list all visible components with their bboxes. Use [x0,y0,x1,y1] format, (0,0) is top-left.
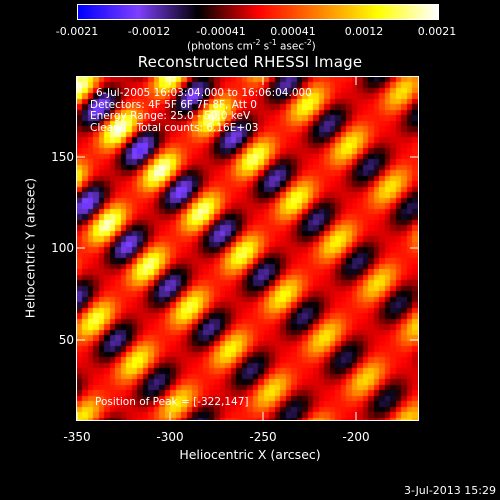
colorbar-tick-label: 0.0021 [417,25,457,38]
footer-timestamp: 3-Jul-2013 15:29 [403,484,496,497]
info-clean-counts: Clean Total counts: 6.16E+03 [90,121,259,134]
colorbar-tick-label: -0.0012 [127,25,171,38]
info-detectors: Detectors: 4F 5F 6F 7F 8F, Att 0 [90,98,257,111]
x-tick-label: -250 [249,430,277,444]
colorbar-tick-label: -0.0021 [55,25,99,38]
y-tick-label: 50 [58,333,74,347]
y-axis-label: Heliocentric Y (arcsec) [22,177,38,319]
x-tick-label: -200 [342,430,370,444]
x-tick-label: -350 [63,430,91,444]
colorbar-tick-label: 0.0012 [344,25,384,38]
colorbar-tick-label: 0.00041 [270,25,316,38]
info-energy-range: Energy Range: 25.0 - 50.0 keV [90,110,251,122]
observation-info: 6-Jul-2005 16:03:04.000 to 16:06:04.000 … [90,87,312,134]
colorbar-units: (photons cm-2 s-1 asec-2) [187,38,316,53]
info-time-range: 6-Jul-2005 16:03:04.000 to 16:06:04.000 [96,87,312,99]
x-tick-label: -300 [156,430,184,444]
peak-position-label: Position of Peak = [-322,147] [95,396,249,408]
colorbar-tick-label: -0.00041 [196,25,246,38]
y-tick-label: 150 [51,150,74,164]
rhessi-heatmap-image [77,77,418,420]
y-tick-label: 100 [51,241,74,255]
colorbar [77,4,439,20]
x-axis-label: Heliocentric X (arcsec) [179,447,321,462]
plot-title: Reconstructed RHESSI Image [137,53,363,71]
